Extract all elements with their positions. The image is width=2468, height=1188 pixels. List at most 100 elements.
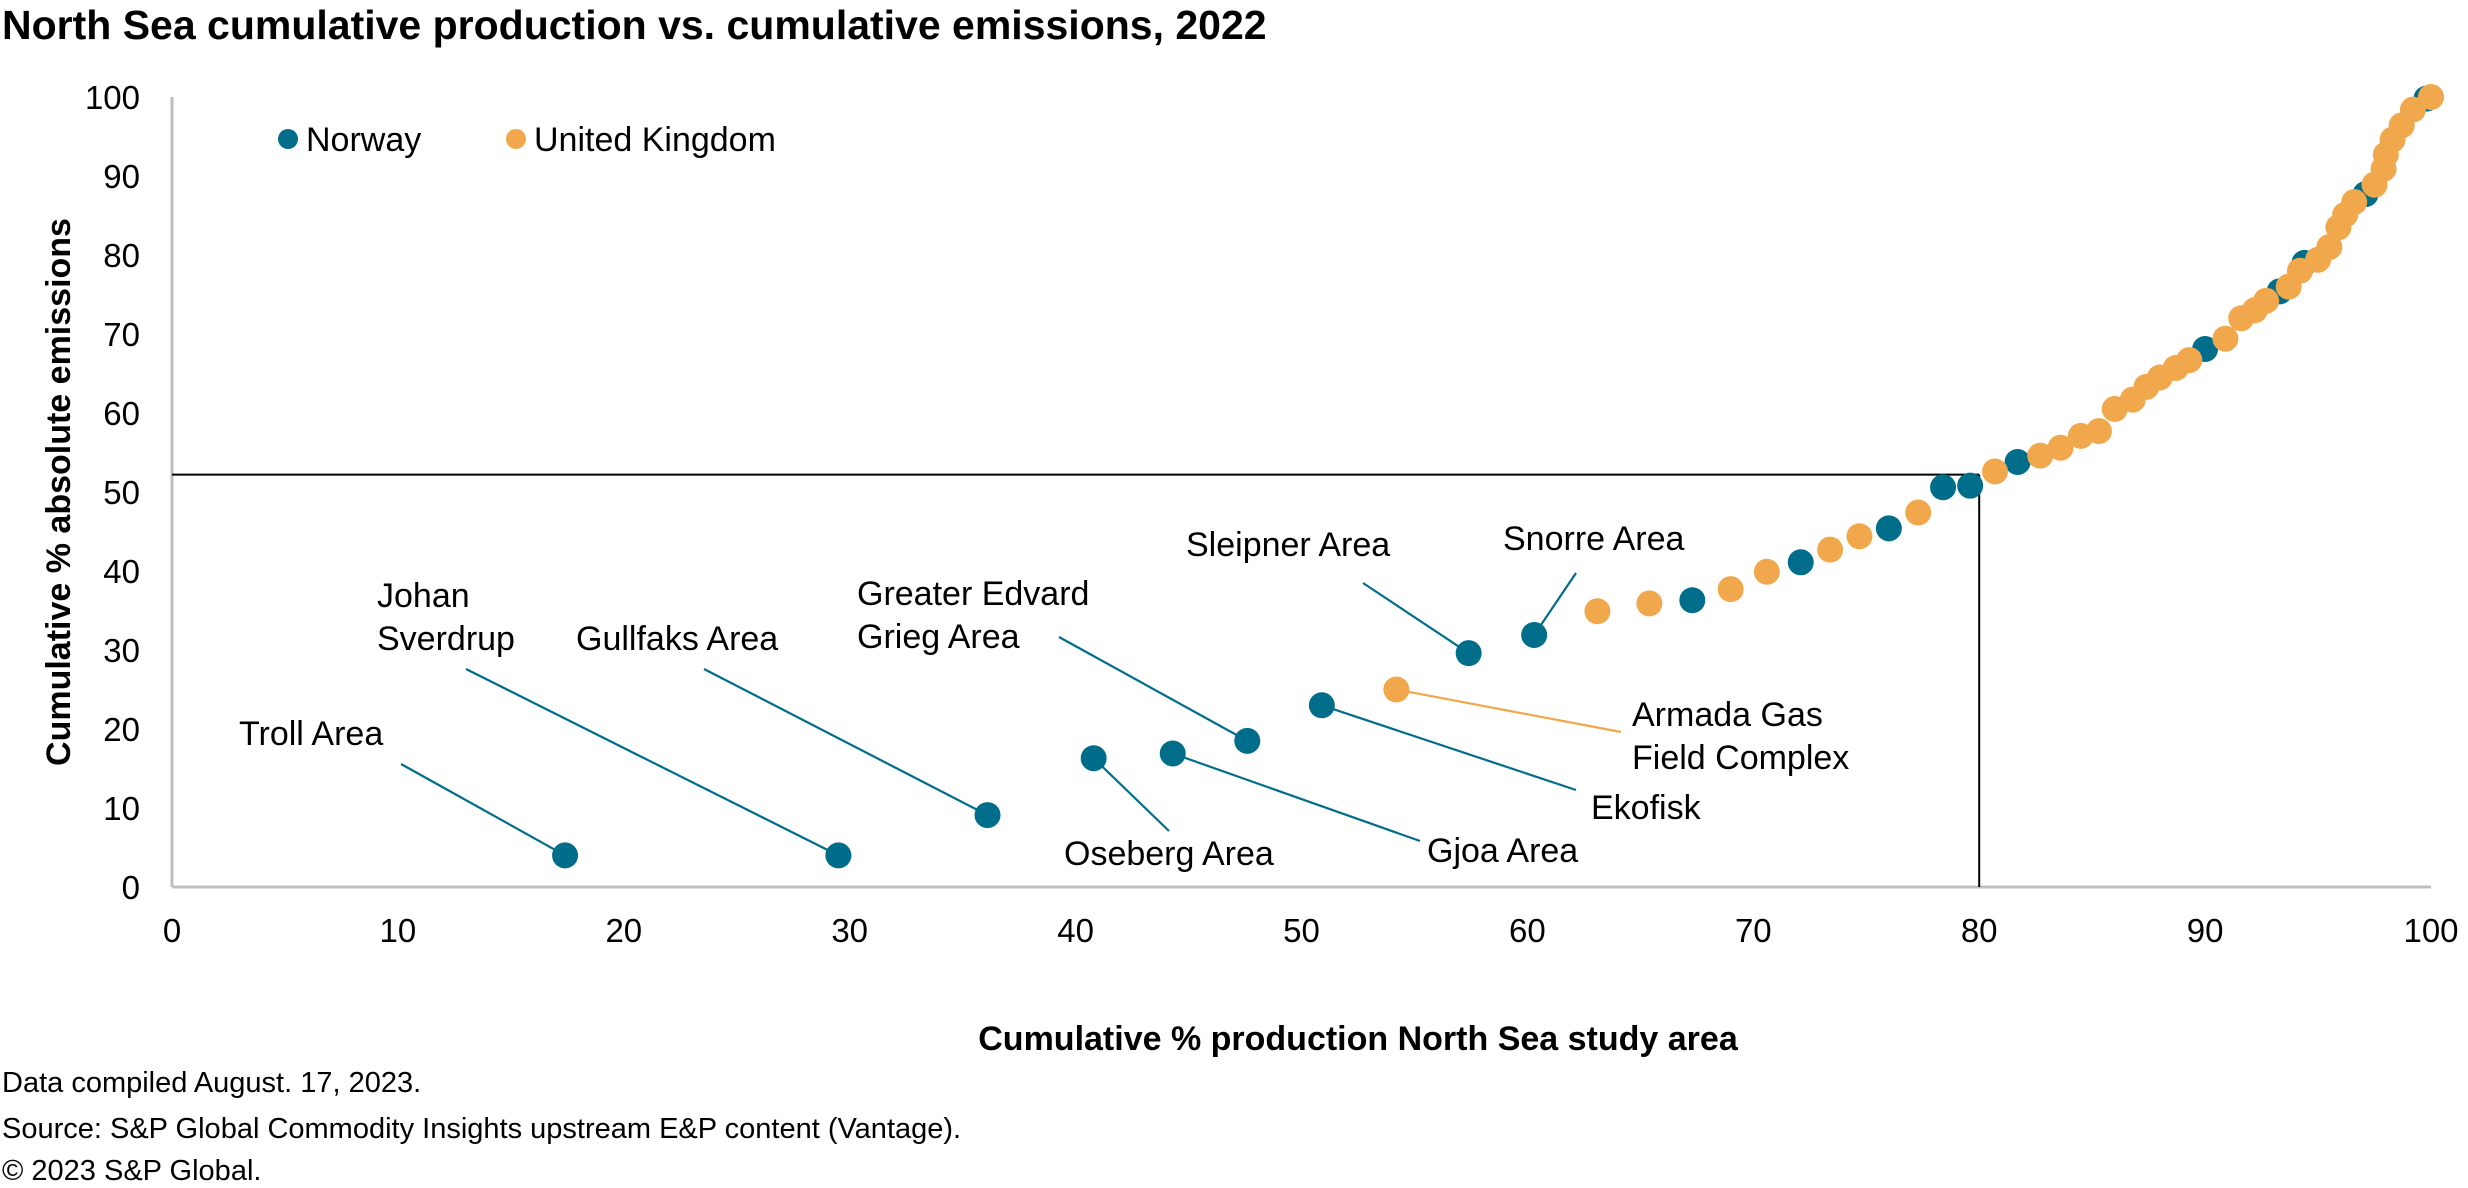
data-point bbox=[1159, 740, 1186, 767]
data-point bbox=[825, 842, 852, 869]
data-point bbox=[1521, 621, 1548, 648]
annotation-label-line: Armada Gas bbox=[1632, 696, 1823, 734]
annotation-label-line: Grieg Area bbox=[857, 618, 1020, 656]
data-point bbox=[2399, 96, 2426, 123]
annotation-label-line: Gullfaks Area bbox=[576, 620, 778, 658]
annotation-label-line: Field Complex bbox=[1632, 739, 1849, 777]
y-tick-label: 70 bbox=[103, 316, 140, 353]
data-point bbox=[1930, 474, 1957, 501]
x-tick-label: 40 bbox=[1057, 912, 1094, 949]
legend-item-united-kingdom: United Kingdom bbox=[506, 121, 776, 159]
x-tick-label: 70 bbox=[1735, 912, 1772, 949]
chart-title: North Sea cumulative production vs. cumu… bbox=[2, 2, 1267, 48]
y-tick-label: 30 bbox=[103, 632, 140, 669]
data-point bbox=[552, 842, 579, 869]
legend-marker-icon bbox=[506, 129, 526, 149]
data-point bbox=[1753, 558, 1780, 585]
annotation-label: Gullfaks Area bbox=[576, 620, 778, 658]
annotation-label-line: Troll Area bbox=[239, 715, 383, 753]
data-point bbox=[1455, 640, 1482, 667]
series-united-kingdom bbox=[1383, 84, 2444, 703]
x-tick-label: 50 bbox=[1283, 912, 1320, 949]
x-axis-title: Cumulative % production North Sea study … bbox=[978, 1020, 1739, 1058]
y-tick-label: 0 bbox=[122, 869, 140, 906]
y-tick-label: 10 bbox=[103, 790, 140, 827]
annotation-leader-line bbox=[1362, 582, 1470, 655]
data-point bbox=[1957, 472, 1984, 499]
y-tick-label: 50 bbox=[103, 474, 140, 511]
data-point bbox=[2212, 325, 2239, 352]
legend-label: Norway bbox=[306, 121, 421, 159]
x-tick-label: 0 bbox=[163, 912, 181, 949]
annotation-label: Troll Area bbox=[239, 715, 383, 753]
x-tick-label: 10 bbox=[380, 912, 417, 949]
annotation-label: Ekofisk bbox=[1591, 789, 1702, 827]
data-point bbox=[1636, 590, 1663, 617]
annotation-label-line: Greater Edvard bbox=[857, 575, 1089, 613]
annotation-leader-line bbox=[703, 668, 989, 817]
data-point bbox=[1584, 598, 1611, 625]
annotation-label-line: Johan bbox=[377, 577, 470, 615]
annotation-label-line: Snorre Area bbox=[1503, 520, 1685, 558]
data-point bbox=[1905, 499, 1932, 526]
footer-copyright: © 2023 S&P Global. bbox=[2, 1155, 262, 1187]
annotation-label: Oseberg Area bbox=[1064, 835, 1274, 873]
data-point bbox=[1717, 576, 1744, 603]
annotation-label: Sleipner Area bbox=[1186, 526, 1390, 564]
data-points bbox=[552, 84, 2444, 869]
y-tick-label: 90 bbox=[103, 158, 140, 195]
axes: 0 10 20 30 40 50 60 70 80 90 100 0 10 20 30 40 50 60 70 80 9… bbox=[85, 79, 2459, 949]
legend: Norway United Kingdom bbox=[278, 121, 776, 159]
annotation-label-line: Gjoa Area bbox=[1427, 832, 1578, 870]
legend-label: United Kingdom bbox=[534, 121, 776, 159]
x-tick-label: 80 bbox=[1961, 912, 1998, 949]
data-point bbox=[1875, 515, 1902, 542]
data-point bbox=[2253, 287, 2280, 314]
data-point bbox=[1080, 745, 1107, 772]
y-tick-label: 80 bbox=[103, 237, 140, 274]
data-point bbox=[2027, 442, 2054, 469]
annotation-labels: Troll Area Johan Sverdrup Gullfaks Area Grea… bbox=[239, 520, 1849, 873]
x-tick-label: 90 bbox=[2187, 912, 2224, 949]
annotation-leader-line bbox=[1058, 636, 1248, 742]
annotation-label: Armada Gas Field Complex bbox=[1632, 696, 1849, 777]
annotation-label: Greater Edvard Grieg Area bbox=[857, 575, 1089, 656]
data-point bbox=[1817, 536, 1844, 563]
annotation-leader-line bbox=[465, 668, 839, 857]
data-point bbox=[1982, 458, 2009, 485]
x-tick-label: 30 bbox=[831, 912, 868, 949]
annotation-label: Snorre Area bbox=[1503, 520, 1685, 558]
data-point bbox=[1787, 549, 1814, 576]
x-tick-label: 20 bbox=[605, 912, 642, 949]
annotation-leader-line bbox=[400, 763, 566, 857]
annotation-leader-line bbox=[1172, 752, 1421, 843]
footer-source: Source: S&P Global Commodity Insights up… bbox=[2, 1113, 962, 1145]
data-point bbox=[2418, 84, 2444, 110]
data-point bbox=[2047, 434, 2074, 461]
y-axis-title: Cumulative % absolute emissions bbox=[40, 218, 78, 766]
annotation-leaders bbox=[400, 572, 1622, 857]
data-point bbox=[2176, 347, 2203, 374]
data-point bbox=[1234, 727, 1261, 754]
annotation-label: Johan Sverdrup bbox=[377, 577, 515, 658]
annotation-leader-line bbox=[1321, 704, 1577, 792]
annotation-leader-line bbox=[1396, 688, 1622, 734]
annotation-label-line: Sleipner Area bbox=[1186, 526, 1390, 564]
y-tick-label: 60 bbox=[103, 395, 140, 432]
data-point bbox=[1308, 692, 1335, 719]
y-tick-label: 40 bbox=[103, 553, 140, 590]
data-point bbox=[2085, 418, 2112, 445]
data-point bbox=[1679, 587, 1706, 614]
data-point bbox=[974, 802, 1001, 829]
data-point bbox=[2341, 189, 2368, 216]
annotation-label-line: Ekofisk bbox=[1591, 789, 1702, 827]
y-tick-label: 20 bbox=[103, 711, 140, 748]
annotation-leader-line bbox=[1092, 757, 1170, 832]
legend-item-norway: Norway bbox=[278, 121, 421, 159]
data-point bbox=[2004, 448, 2031, 475]
x-tick-label: 100 bbox=[2403, 912, 2458, 949]
legend-marker-icon bbox=[278, 129, 298, 149]
annotation-label-line: Oseberg Area bbox=[1064, 835, 1274, 873]
data-point bbox=[1383, 676, 1410, 703]
